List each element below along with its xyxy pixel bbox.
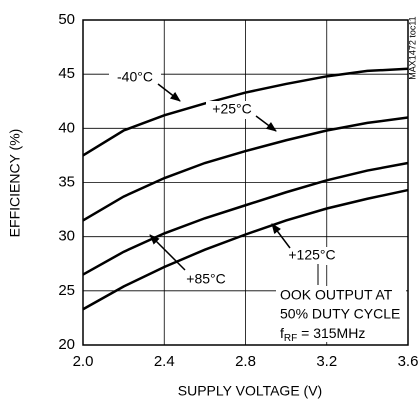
series-label: +85°C [186,271,225,287]
series-line [82,188,409,311]
annotation-part: f [280,325,284,341]
annotation-line: OOK OUTPUT AT [280,287,393,303]
label-arrow [157,83,181,102]
series-line [82,67,409,157]
x-axis-label: SUPPLY VOLTAGE (V) [178,383,322,399]
annotation-part: = 315MHz [297,325,365,341]
x-tick-label: 3.6 [398,353,419,370]
annotation-line: fRF = 315MHz [280,325,365,344]
label-bg [286,247,338,265]
label-arrow [255,115,277,132]
label-arrow [149,234,186,271]
series-label: +125°C [288,247,335,263]
y-tick-label: 30 [58,228,75,245]
x-tick-label: 2.0 [73,353,94,370]
x-tick-label: 2.4 [154,353,175,370]
y-tick-label: 40 [58,119,75,136]
label-bg [206,101,258,119]
label-arrow [271,223,291,249]
series-label: +25°C [212,101,251,117]
y-tick-label: 35 [58,173,75,190]
label-bg [180,271,232,289]
y-axis-label: EFFICIENCY (%) [7,129,23,238]
label-bg [109,69,161,87]
y-tick-label: 50 [58,11,75,28]
annotation-bg [276,286,406,342]
annotation-part: RF [284,333,297,344]
series-label: -40°C [117,69,153,85]
annotation-line: 50% DUTY CYCLE [280,306,400,322]
x-tick-label: 2.8 [235,353,256,370]
series-line [82,161,409,276]
y-tick-label: 45 [58,65,75,82]
y-tick-label: 25 [58,282,75,299]
side-note: MAX1472 toc11 [407,16,417,79]
series-line [82,116,409,222]
y-tick-label: 20 [58,336,75,353]
x-tick-label: 3.2 [316,353,337,370]
